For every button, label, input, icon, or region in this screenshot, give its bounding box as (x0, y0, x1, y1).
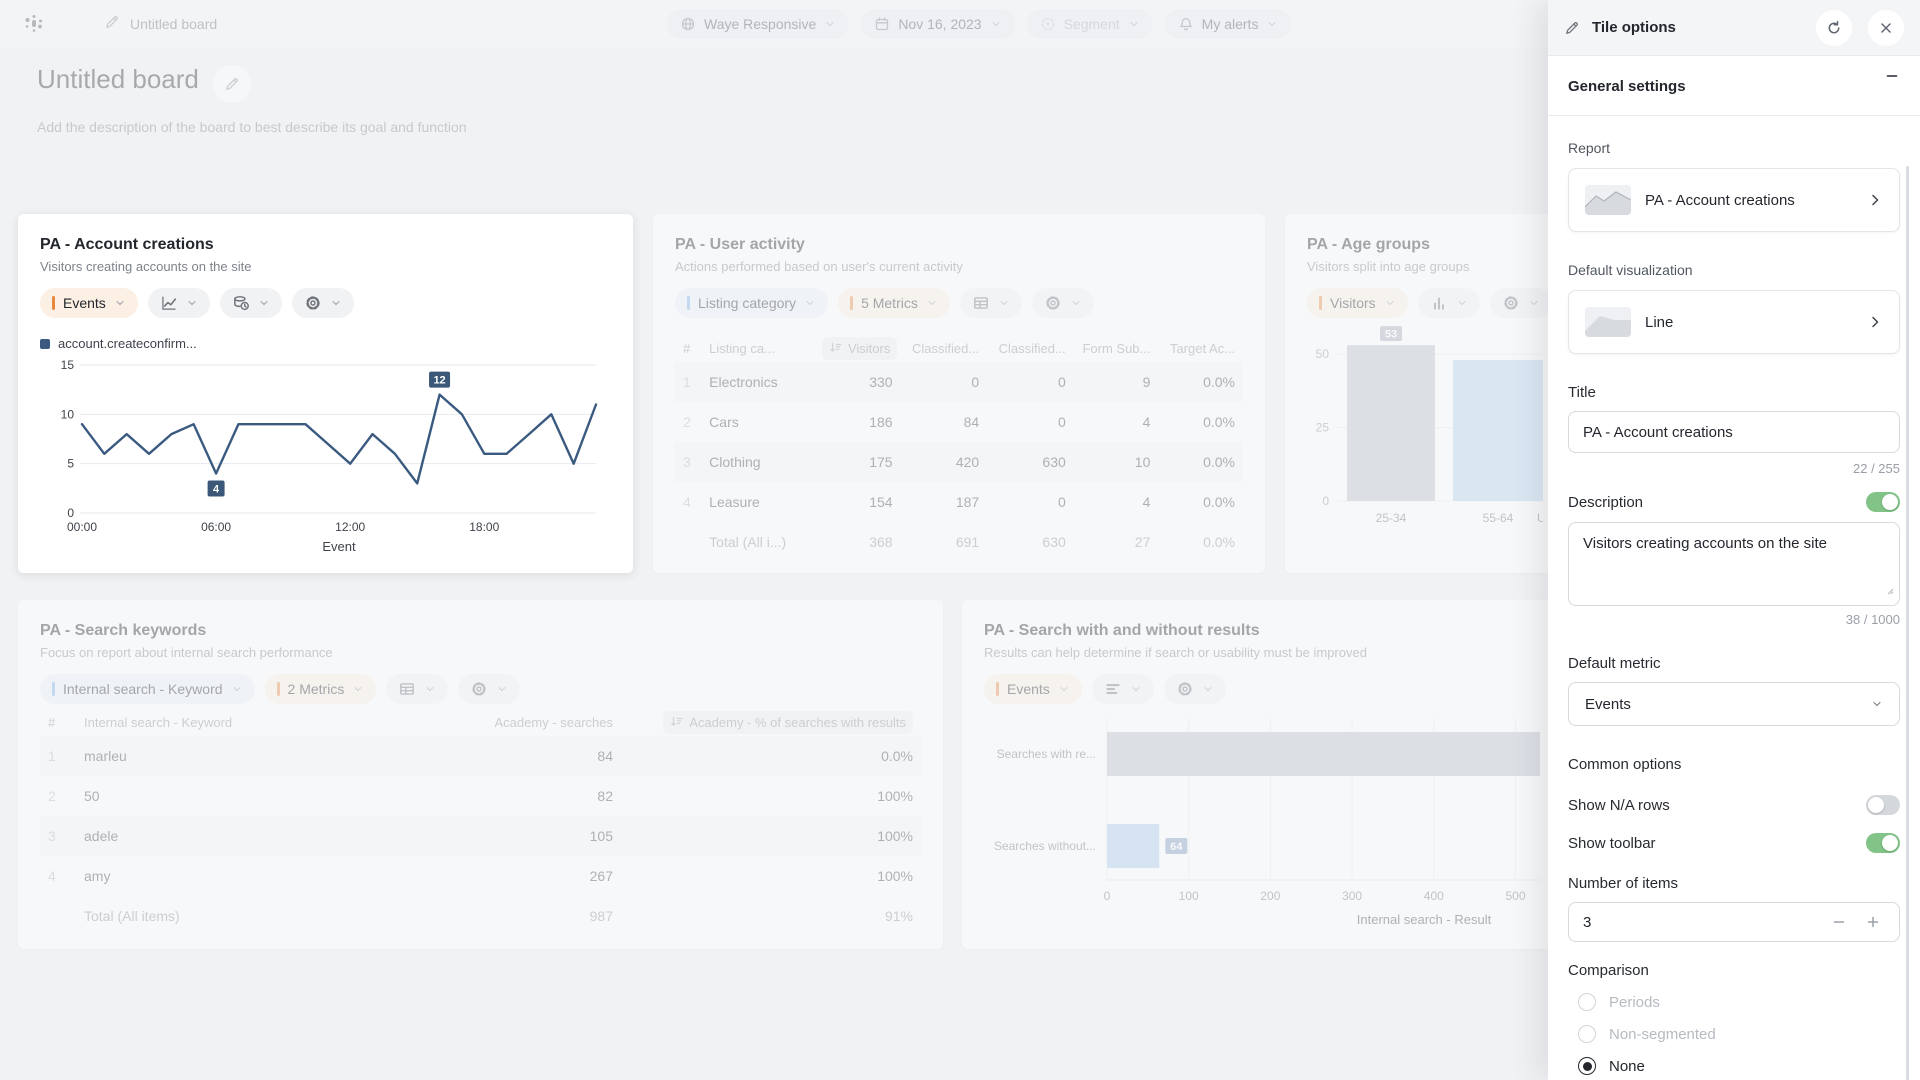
description-toggle[interactable] (1866, 492, 1900, 512)
legend-label: account.createconfirm... (58, 336, 197, 351)
panel-header: Tile options (1548, 0, 1920, 56)
common-options-heading: Common options (1568, 756, 1682, 773)
line-chart-pill[interactable] (147, 288, 210, 318)
close-icon (1878, 20, 1894, 36)
comparison-option-none[interactable]: None (1568, 1057, 1900, 1075)
title-char-counter: 22 / 255 (1853, 461, 1900, 476)
svg-text:0: 0 (67, 506, 74, 520)
default-metric-value: Events (1585, 695, 1631, 713)
radio-none-label: None (1609, 1057, 1645, 1075)
chevron-down-icon (114, 297, 126, 309)
tile-title: PA - Account creations (40, 236, 214, 253)
tile-options-panel: Tile options General settings Report PA … (1548, 0, 1920, 1080)
svg-text:15: 15 (61, 358, 75, 372)
number-of-items-input[interactable] (1583, 913, 1827, 931)
decrement-button[interactable] (1827, 910, 1851, 934)
line-chart-icon (160, 294, 178, 312)
chevron-right-icon (1867, 314, 1883, 330)
pencil-icon (1564, 20, 1580, 36)
svg-text:12: 12 (433, 375, 445, 387)
title-field-label: Title (1568, 384, 1596, 401)
report-label: Report (1568, 140, 1611, 156)
chevron-down-icon (258, 297, 270, 309)
general-settings-heading: General settings (1568, 78, 1686, 95)
description-textarea[interactable]: Visitors creating accounts on the site (1568, 522, 1900, 606)
radio-non-segmented (1578, 1025, 1596, 1043)
increment-button[interactable] (1861, 910, 1885, 934)
chevron-right-icon (1867, 192, 1883, 208)
svg-text:Event: Event (322, 539, 356, 554)
svg-text:4: 4 (213, 484, 220, 496)
show-toolbar-toggle[interactable] (1866, 833, 1900, 853)
show-na-rows-label: Show N/A rows (1568, 796, 1670, 814)
minus-icon (1831, 914, 1847, 930)
number-of-items-stepper (1568, 902, 1900, 942)
db-clock-pill[interactable] (219, 288, 282, 318)
radio-periods-label: Periods (1609, 993, 1660, 1011)
visualization-value: Line (1645, 313, 1674, 331)
tile-toolbar: Events (40, 288, 611, 318)
divider (1548, 115, 1920, 116)
svg-text:5: 5 (67, 457, 74, 471)
description-char-counter: 38 / 1000 (1845, 612, 1900, 627)
panel-scrollbar[interactable] (1906, 166, 1909, 1080)
tile-account-creations: PA - Account creations Visitors creating… (18, 214, 633, 573)
minus-icon (1884, 68, 1900, 84)
gear-icon (304, 294, 322, 312)
svg-text:06:00: 06:00 (201, 520, 231, 534)
accent-bar (52, 296, 55, 310)
visualization-thumbnail (1585, 307, 1631, 337)
default-metric-label: Default metric (1568, 655, 1661, 672)
default-visualization-label: Default visualization (1568, 262, 1693, 278)
plus-icon (1865, 914, 1881, 930)
reset-icon (1826, 20, 1842, 36)
close-button[interactable] (1868, 9, 1904, 46)
visualization-selector[interactable]: Line (1568, 290, 1900, 354)
chart-legend: account.createconfirm... (40, 336, 611, 351)
chevron-down-icon (186, 297, 198, 309)
chevron-down-icon (1871, 698, 1883, 710)
gear-pill[interactable] (291, 288, 354, 318)
comparison-label: Comparison (1568, 962, 1649, 979)
default-metric-select[interactable]: Events (1568, 682, 1900, 726)
radio-non-segmented-label: Non-segmented (1609, 1025, 1716, 1043)
resize-handle-icon[interactable] (1883, 583, 1895, 601)
legend-swatch (40, 338, 50, 349)
collapse-section-button[interactable] (1884, 68, 1900, 84)
svg-text:10: 10 (61, 407, 75, 421)
pill-label: Events (63, 295, 106, 311)
tile-subtitle: Visitors creating accounts on the site (40, 259, 252, 274)
comparison-option-periods: Periods (1568, 993, 1900, 1011)
report-selector[interactable]: PA - Account creations (1568, 168, 1900, 232)
chevron-down-icon (330, 297, 342, 309)
line-chart: 15 10 5 000:00 06:00 12:00 18:00 Event 4 12 (61, 358, 598, 554)
show-toolbar-label: Show toolbar (1568, 834, 1656, 852)
svg-text:18:00: 18:00 (469, 520, 499, 534)
report-thumbnail (1585, 185, 1631, 215)
panel-title: Tile options (1592, 19, 1676, 36)
events-pill[interactable]: Events (40, 288, 138, 318)
reset-button[interactable] (1816, 9, 1852, 46)
show-na-rows-toggle[interactable] (1866, 795, 1900, 815)
radio-none[interactable] (1578, 1057, 1596, 1075)
comparison-option-non-segmented: Non-segmented (1568, 1025, 1900, 1043)
description-field-label: Description (1568, 493, 1644, 511)
db-clock-icon (232, 294, 250, 312)
report-value: PA - Account creations (1645, 191, 1795, 209)
radio-periods (1578, 993, 1596, 1011)
svg-text:00:00: 00:00 (67, 520, 97, 534)
number-of-items-label: Number of items (1568, 875, 1679, 892)
svg-text:12:00: 12:00 (335, 520, 365, 534)
title-input[interactable] (1568, 411, 1900, 453)
